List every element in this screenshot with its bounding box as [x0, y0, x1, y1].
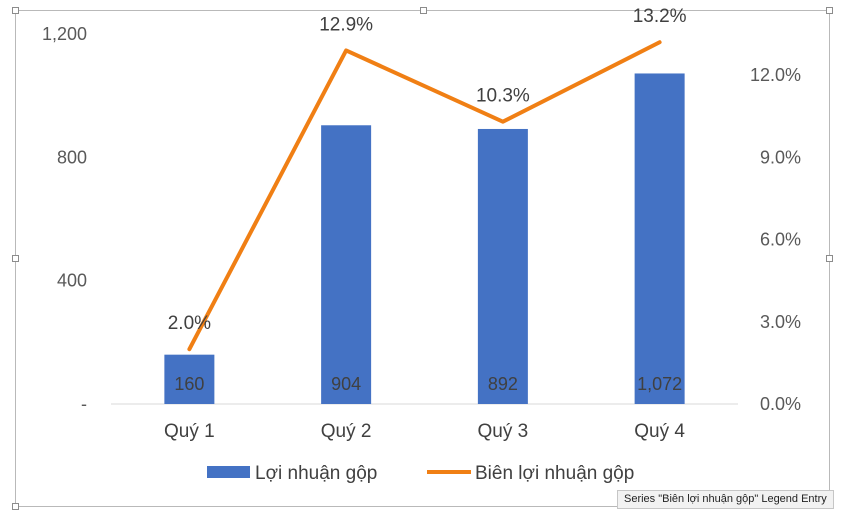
line-data-label: 2.0%: [168, 313, 211, 334]
resize-handle-top-left[interactable]: [12, 7, 19, 14]
bar-series[interactable]: 160 904 892 1,072: [164, 73, 685, 405]
y-right-tick-label: 6.0%: [760, 230, 801, 250]
y-right-tick-label: 9.0%: [760, 147, 801, 167]
bar[interactable]: [164, 354, 215, 404]
legend-swatch-bar: [207, 466, 250, 478]
legend-tooltip: Series "Biên lợi nhuận gộp" Legend Entry: [617, 490, 834, 509]
y-left-tick-label: 800: [57, 147, 87, 167]
resize-handle-right[interactable]: [826, 255, 833, 262]
x-category-label: Quý 4: [634, 421, 685, 442]
bar-data-label: 1,072: [637, 374, 682, 394]
line-data-label: 12.9%: [319, 14, 373, 35]
line-data-label: 13.2%: [633, 6, 687, 27]
line-series[interactable]: 2.0% 12.9% 10.3% 13.2%: [168, 6, 687, 352]
line-path[interactable]: [187, 40, 662, 352]
x-category-label: Quý 3: [478, 421, 529, 442]
chart-area[interactable]: [12, 7, 833, 510]
y-left-tick-label: 1,200: [42, 24, 87, 44]
resize-handle-top[interactable]: [420, 7, 427, 14]
bar-data-label: 904: [331, 374, 361, 394]
y-axis-right: 0.0% 3.0% 6.0% 9.0% 12.0%: [750, 65, 801, 414]
legend-label-line[interactable]: Biên lợi nhuận gộp: [475, 463, 634, 484]
y-left-tick-label: 400: [57, 271, 87, 291]
legend[interactable]: Lợi nhuận gộp Biên lợi nhuận gộp: [207, 463, 634, 484]
resize-handle-top-right[interactable]: [826, 7, 833, 14]
y-axis-left: - 400 800 1,200: [42, 24, 87, 414]
bar-data-label: 160: [174, 374, 204, 394]
line-data-label: 10.3%: [476, 86, 530, 107]
x-category-label: Quý 1: [164, 421, 215, 442]
x-category-label: Quý 2: [321, 421, 372, 442]
x-axis-categories: Quý 1 Quý 2 Quý 3 Quý 4: [164, 421, 685, 442]
legend-label-bar[interactable]: Lợi nhuận gộp: [255, 463, 377, 484]
bar-data-label: 892: [488, 374, 518, 394]
resize-handle-left[interactable]: [12, 255, 19, 262]
bar[interactable]: [321, 125, 372, 405]
y-left-tick-label: -: [81, 394, 87, 414]
bar[interactable]: [634, 73, 685, 404]
bar[interactable]: [477, 128, 528, 404]
y-right-tick-label: 12.0%: [750, 65, 801, 85]
y-right-tick-label: 3.0%: [760, 312, 801, 332]
y-right-tick-label: 0.0%: [760, 394, 801, 414]
